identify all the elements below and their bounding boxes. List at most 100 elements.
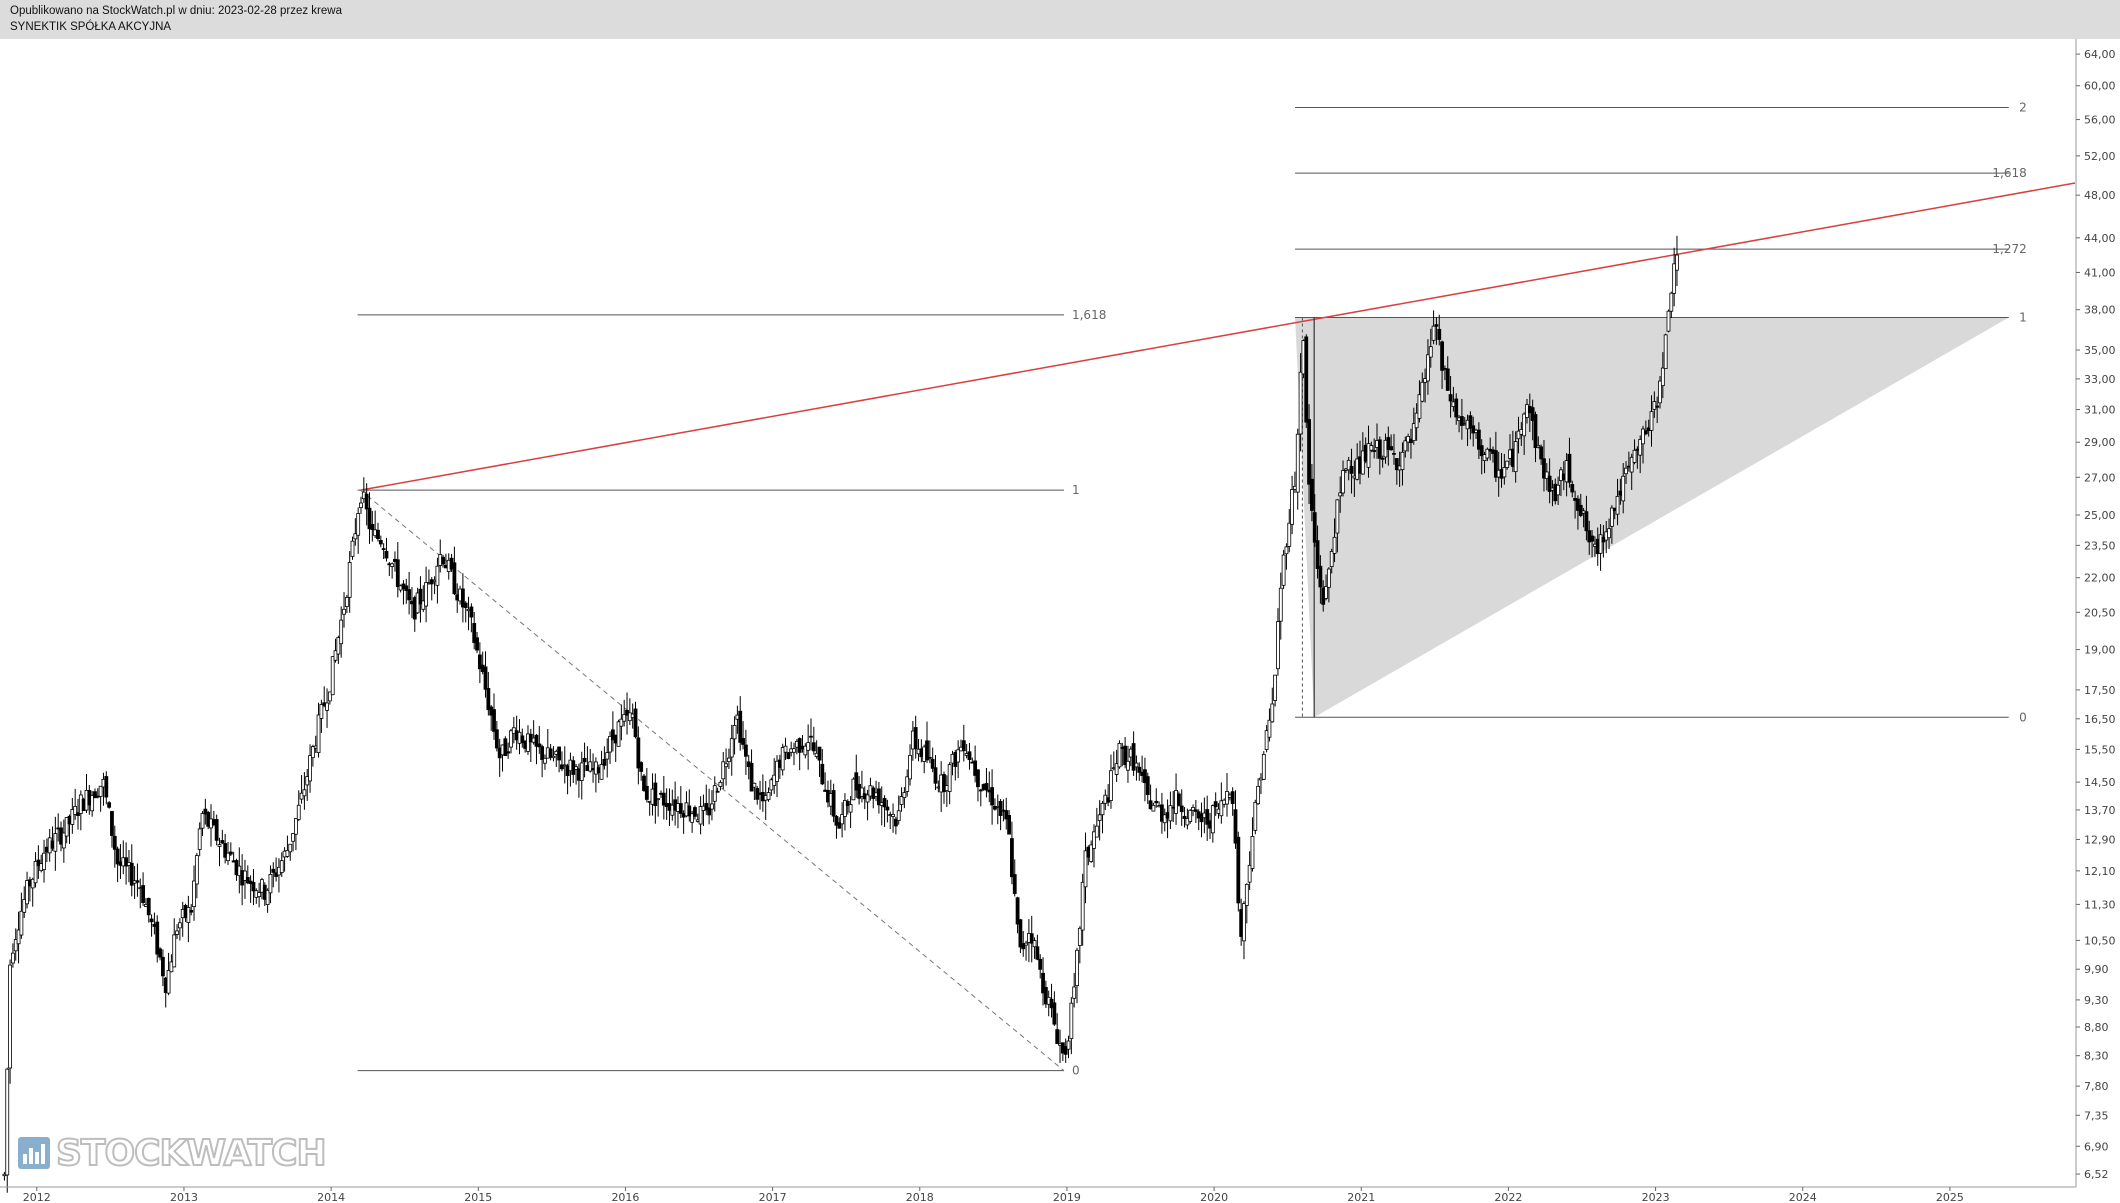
candle-body <box>1219 800 1224 817</box>
candle-body <box>381 548 386 551</box>
candle-body <box>217 844 222 847</box>
candle-body <box>492 709 496 732</box>
candle-body <box>378 540 383 545</box>
candle-body <box>325 702 329 711</box>
candle-body <box>537 743 542 748</box>
candle-body <box>574 766 578 770</box>
candle-body <box>243 870 247 881</box>
candle-body <box>494 729 499 749</box>
candle-body <box>1570 484 1575 493</box>
candle-body <box>891 813 895 817</box>
candle-body <box>1276 621 1280 670</box>
candle-body <box>1304 336 1309 423</box>
candle-body <box>1655 405 1660 408</box>
fib-trend-dashed-line[interactable] <box>360 489 1065 1072</box>
candle-body <box>1338 492 1343 497</box>
candle-body <box>1055 1029 1060 1044</box>
price-tick-label: 56,00 <box>2084 114 2116 127</box>
candle-body <box>843 800 847 817</box>
price-tick-label: 48,00 <box>2084 189 2116 202</box>
price-chart[interactable]: 1,618 1 0 2 1,618 1,272 1 0 6,52 6,90 7,35 7,80 8,3… <box>0 39 2120 1203</box>
candle-body <box>1454 398 1459 418</box>
candle-body <box>698 806 703 825</box>
candle-body <box>752 782 757 788</box>
candle-body <box>53 833 58 852</box>
candle-body <box>1332 536 1337 554</box>
candle-body <box>1576 498 1580 511</box>
candle-body <box>602 758 607 766</box>
candle-body <box>1366 443 1371 468</box>
candle-body <box>1485 448 1490 459</box>
candle-body <box>1476 429 1481 450</box>
time-tick-label: 2019 <box>1053 1191 1081 1203</box>
candle-body <box>1377 439 1382 459</box>
candle-body <box>1329 551 1334 568</box>
candle-body <box>1530 407 1535 421</box>
time-tick-label: 2020 <box>1200 1191 1228 1203</box>
candle-body <box>1261 754 1266 780</box>
candle-body <box>296 804 301 820</box>
candle-body <box>661 792 666 806</box>
candle-body <box>1179 805 1184 813</box>
candle-body <box>1502 467 1507 478</box>
price-tick-label: 60,00 <box>2084 80 2116 93</box>
candle-body <box>1400 451 1405 470</box>
price-tick-label: 33,00 <box>2084 373 2116 386</box>
candle-body <box>1029 933 1034 944</box>
price-tick-label: 16,50 <box>2084 713 2116 726</box>
candle-body <box>1513 441 1518 473</box>
candle-body <box>1151 804 1156 812</box>
candle-body <box>780 747 785 771</box>
candle-body <box>540 746 545 760</box>
candle-body <box>727 757 731 763</box>
candle-body <box>194 855 199 885</box>
candle-body <box>1007 815 1011 835</box>
candle-body <box>424 582 428 607</box>
candle-body <box>1360 450 1365 475</box>
candle-body <box>837 822 842 829</box>
candle-body <box>336 637 341 655</box>
candle-body <box>860 787 864 797</box>
candle-body <box>1137 766 1142 773</box>
candle-body <box>1440 341 1444 371</box>
candle-body <box>820 763 825 785</box>
candle-body <box>738 710 743 743</box>
fib-level-label: 2 <box>2019 100 2027 114</box>
candle-body <box>189 909 194 913</box>
triangle-pattern <box>1295 317 2009 718</box>
stockwatch-watermark: STOCKWATCH <box>18 1132 328 1175</box>
time-tick-label: 2014 <box>317 1191 345 1203</box>
candle-body <box>1326 568 1331 588</box>
candle-body <box>1273 674 1278 701</box>
candle-body <box>155 921 160 955</box>
candle-body <box>933 767 938 784</box>
candle-body <box>1324 586 1328 599</box>
candle-body <box>1145 776 1150 796</box>
candle-body <box>1380 457 1385 460</box>
candle-body <box>364 493 369 510</box>
candle-body <box>1312 512 1317 543</box>
candle-body <box>483 666 488 690</box>
candle-body <box>1437 328 1442 340</box>
price-tick-label: 7,80 <box>2084 1080 2109 1093</box>
candle-body <box>885 806 890 811</box>
candle-body <box>616 721 621 747</box>
candle-body <box>104 776 109 798</box>
candle-body <box>1533 414 1538 449</box>
resistance-trendline[interactable] <box>360 182 2076 491</box>
candle-body <box>840 814 845 825</box>
price-tick-label: 12,10 <box>2084 865 2116 878</box>
candle-body <box>76 812 80 816</box>
candle-body <box>61 832 66 849</box>
candle-body <box>129 862 134 886</box>
price-tick-label: 12,90 <box>2084 833 2116 846</box>
candle-body <box>1253 801 1258 831</box>
price-tick-label: 7,35 <box>2084 1109 2109 1122</box>
candle-body <box>367 507 372 530</box>
candle-body <box>1629 456 1634 473</box>
candle-body <box>973 760 978 776</box>
candle-body <box>452 562 457 595</box>
candle-body <box>1590 535 1594 542</box>
candle-body <box>908 755 912 780</box>
candle-body <box>203 808 208 815</box>
